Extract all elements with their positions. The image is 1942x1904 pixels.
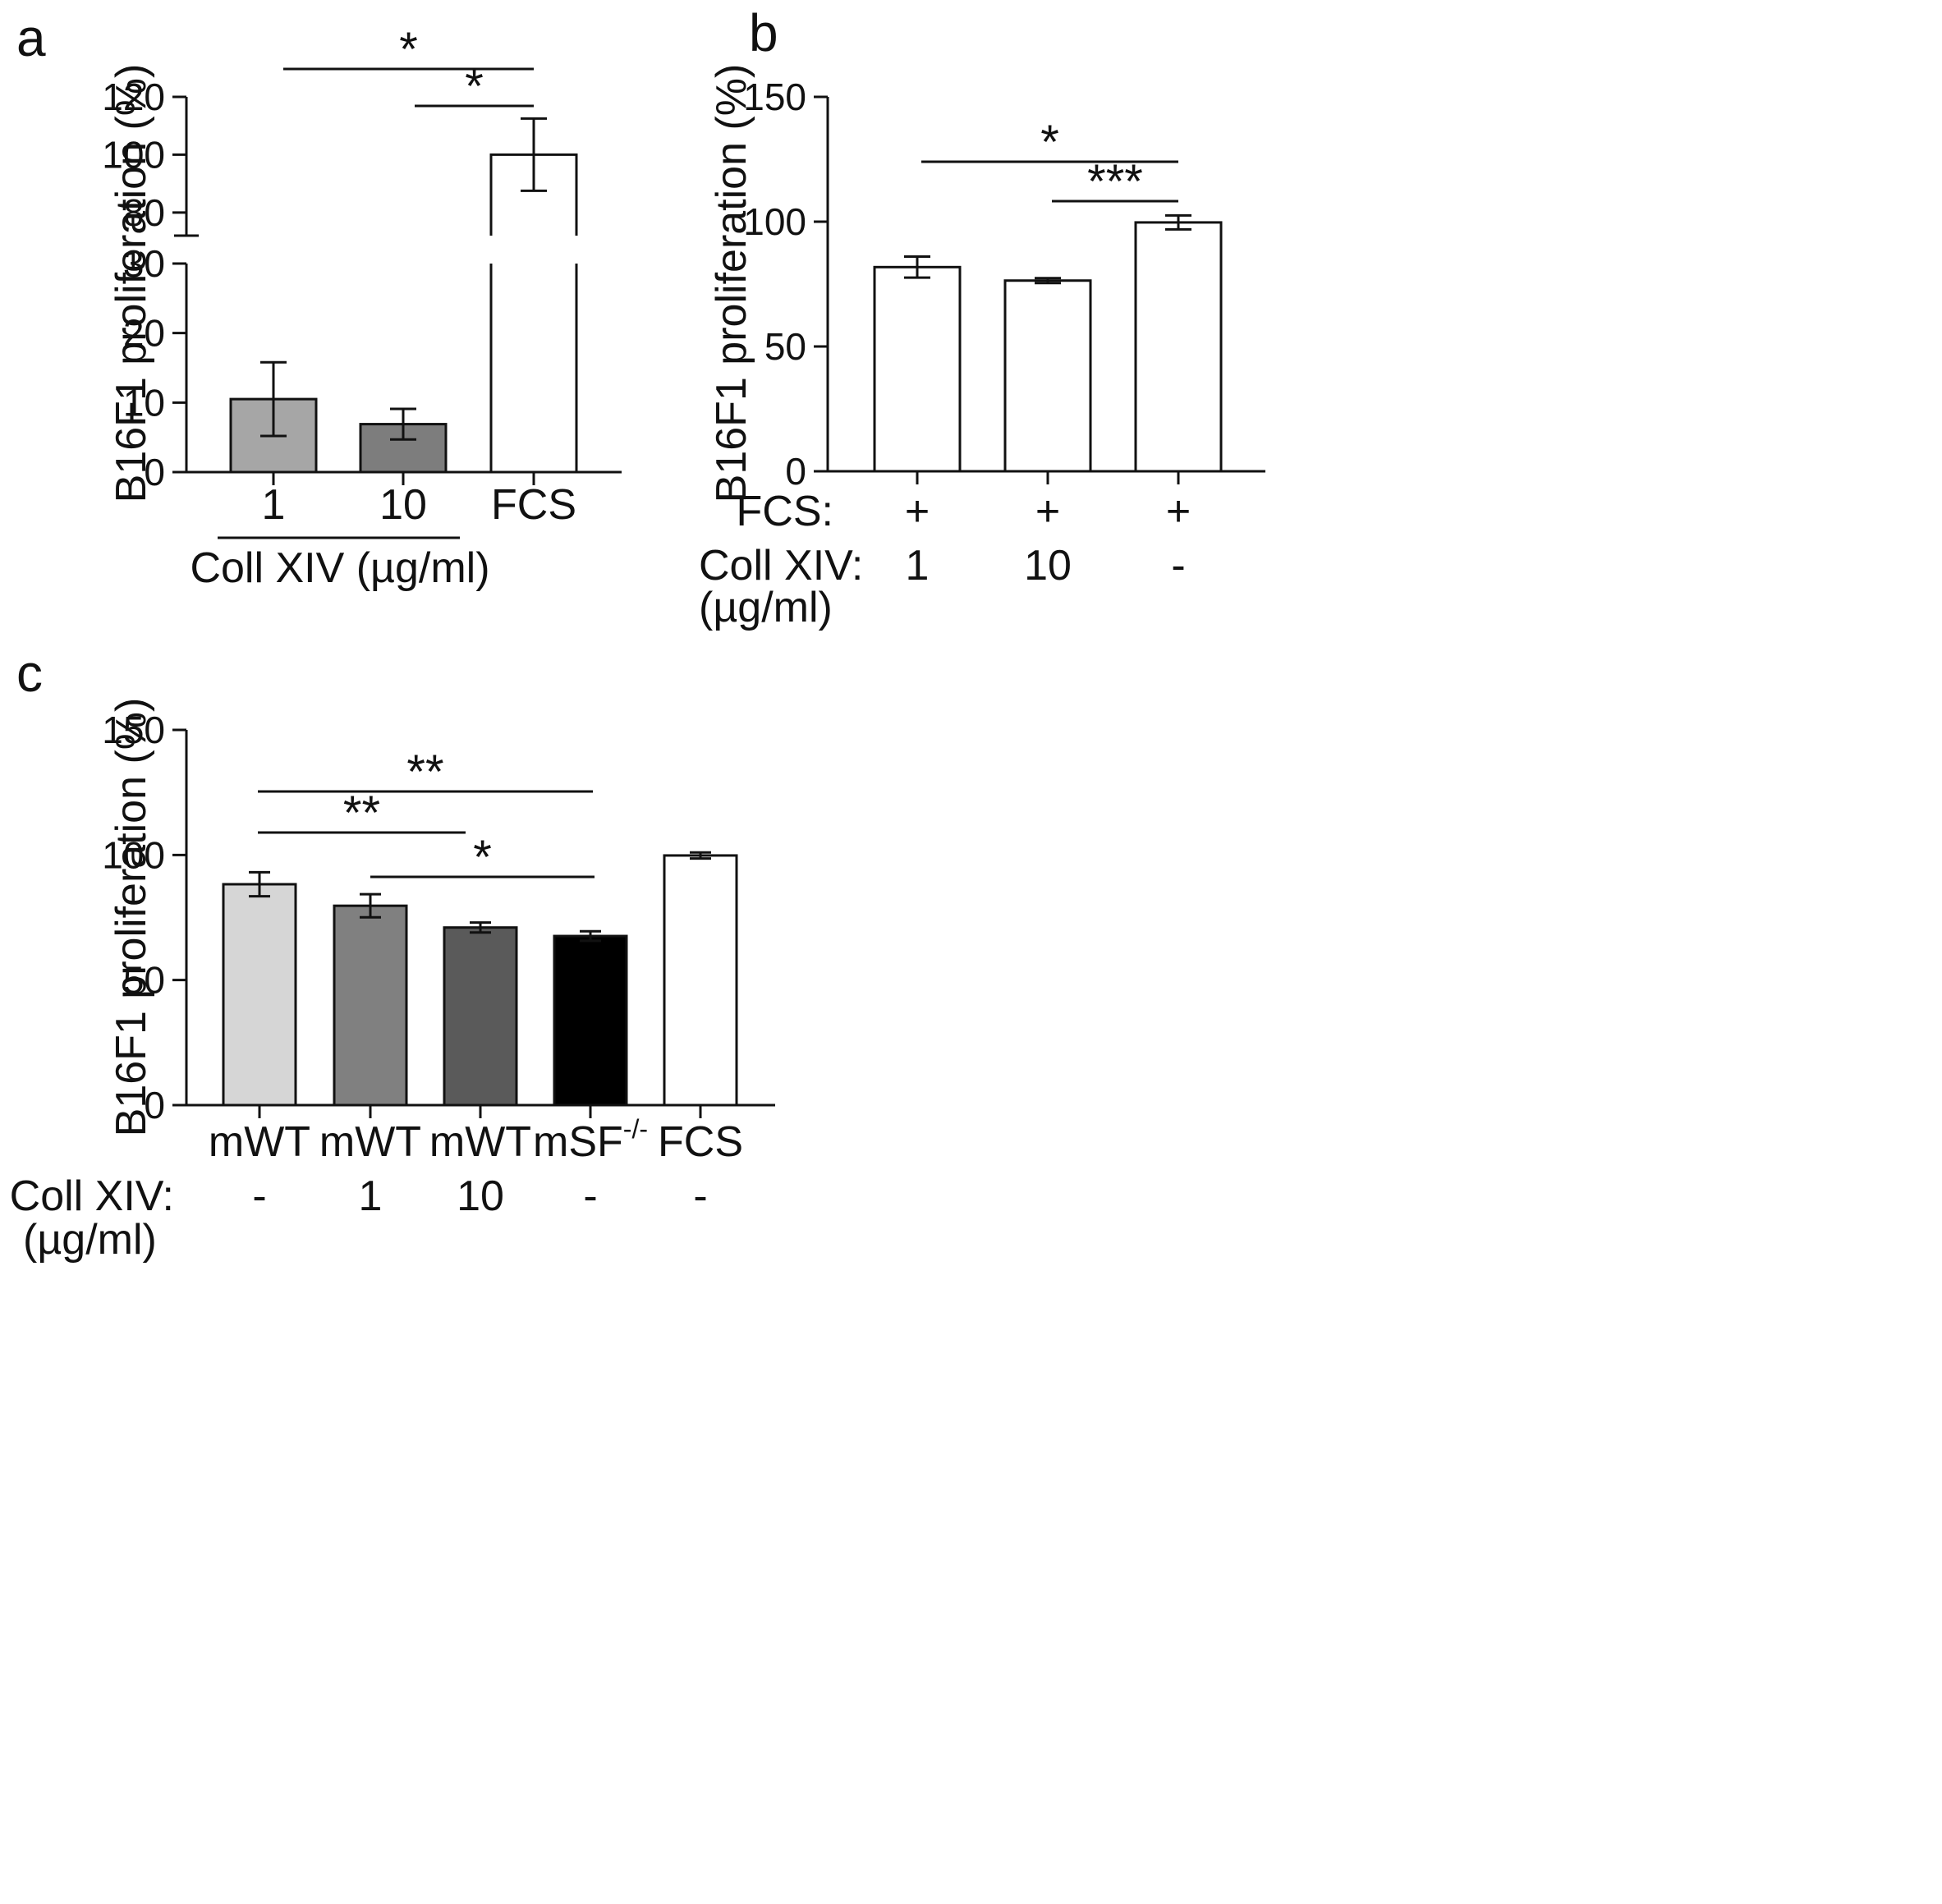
x-tick-label: mWT [319, 1118, 421, 1166]
y-tick-label: 50 [123, 959, 165, 1002]
bar [553, 934, 628, 1107]
x-tick-label-text: mWT [319, 1118, 421, 1166]
y-tick-label: 0 [144, 451, 165, 493]
row-sublabel-coll: (µg/ml) [699, 584, 833, 631]
row-sublabel-coll: (µg/ml) [23, 1216, 157, 1264]
row-label-fcs: FCS: [737, 488, 833, 535]
row-value-coll: 1 [359, 1172, 383, 1220]
y-tick-label: 100 [102, 133, 165, 176]
significance-label-0: * [399, 23, 418, 76]
y-axis-label: B16F1 proliferation (%) [108, 64, 155, 503]
row-value-fcs: + [1166, 488, 1191, 535]
y-tick-label: 20 [123, 312, 165, 355]
row-value-coll: - [583, 1172, 597, 1220]
x-tick-label: mWT [209, 1118, 310, 1166]
row-value-coll: 1 [906, 542, 930, 590]
bar [333, 904, 408, 1107]
y-axis-label: B16F1 proliferation (%) [108, 698, 155, 1137]
y-tick-label: 80 [123, 191, 165, 234]
x-tick-label: FCS [658, 1118, 743, 1166]
panel-label-a: a [16, 8, 46, 67]
row-label-coll: Coll XIV: [10, 1172, 174, 1220]
significance-label-1: ** [343, 787, 380, 840]
panel-label-b: b [749, 3, 778, 62]
y-tick-label: 100 [743, 200, 806, 243]
significance-label-0: ** [406, 746, 443, 799]
x-tick-label-text: mWT [429, 1118, 531, 1166]
row-value-coll: - [693, 1172, 707, 1220]
y-tick-label: 100 [102, 833, 165, 876]
significance-label-1: *** [1087, 155, 1143, 209]
row-value-coll: 10 [1024, 542, 1072, 590]
x-tick-label-superscript: -/- [623, 1114, 648, 1144]
significance-label-0: * [1040, 116, 1059, 169]
bar [873, 265, 962, 473]
row-label-coll: Coll XIV: [699, 542, 863, 590]
row-value-coll: 10 [457, 1172, 504, 1220]
panel-label-c: c [16, 644, 43, 703]
bar [1134, 221, 1223, 473]
y-tick-label: 150 [102, 709, 165, 751]
y-tick-label: 50 [764, 325, 806, 368]
row-value-fcs: + [1035, 488, 1060, 535]
row-value-coll: - [252, 1172, 266, 1220]
x-tick-label: 10 [379, 481, 427, 529]
x-tick-label: FCS [491, 481, 576, 529]
bar [1003, 279, 1092, 473]
bar-lower-segment [489, 264, 578, 472]
bar [663, 854, 738, 1107]
significance-label-1: * [465, 60, 484, 113]
group-label: Coll XIV (µg/ml) [190, 544, 489, 592]
x-tick-label-text: mWT [209, 1118, 310, 1166]
y-tick-label: 0 [785, 450, 806, 493]
y-axis-label: B16F1 proliferation (%) [708, 64, 755, 503]
x-tick-label-text: mSF [533, 1118, 623, 1166]
y-tick-label: 0 [144, 1084, 165, 1126]
significance-label-2: * [473, 831, 492, 884]
y-tick-label: 30 [123, 242, 165, 285]
row-value-coll: - [1171, 542, 1185, 590]
y-tick-label: 120 [102, 76, 165, 118]
x-tick-label: 1 [262, 481, 286, 529]
x-tick-label-text: FCS [658, 1118, 743, 1166]
x-tick-label: mSF-/- [533, 1114, 648, 1166]
y-tick-label: 150 [743, 76, 806, 118]
bar [222, 883, 297, 1107]
row-value-fcs: + [905, 488, 930, 535]
bar [443, 926, 518, 1107]
y-tick-label: 10 [123, 381, 165, 424]
x-tick-label: mWT [429, 1118, 531, 1166]
